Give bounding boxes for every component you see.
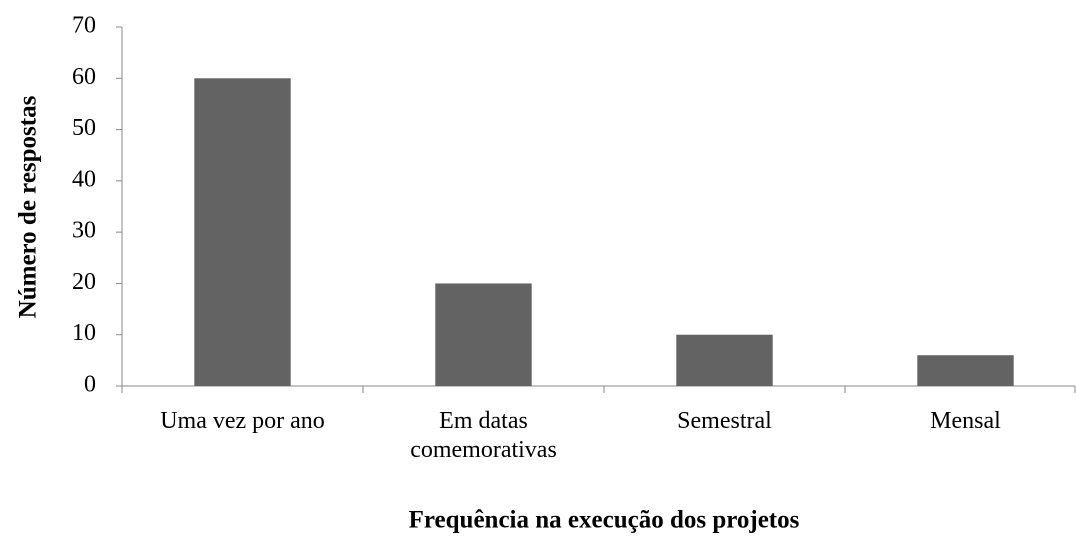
y-tick-label: 40 — [72, 166, 96, 192]
y-tick-label: 20 — [72, 269, 96, 295]
bar — [435, 283, 532, 386]
bar — [917, 355, 1014, 386]
y-tick-label: 30 — [72, 218, 96, 244]
bar — [676, 334, 773, 386]
x-tick-label: Uma vez por ano — [160, 408, 325, 434]
x-tick-label: Mensal — [930, 408, 1001, 434]
y-tick-label: 10 — [72, 320, 96, 346]
y-tick-label: 70 — [72, 13, 96, 39]
y-axis-title: Número de respostas — [15, 95, 42, 318]
x-tick-label: Em datas comemorativas — [410, 408, 557, 463]
x-tick-label: Semestral — [677, 408, 772, 434]
y-tick-label: 0 — [84, 372, 96, 398]
y-tick-label: 60 — [72, 64, 96, 90]
x-axis-title: Frequência na execução dos projetos — [409, 507, 800, 534]
bar — [194, 78, 291, 387]
y-tick-label: 50 — [72, 115, 96, 141]
